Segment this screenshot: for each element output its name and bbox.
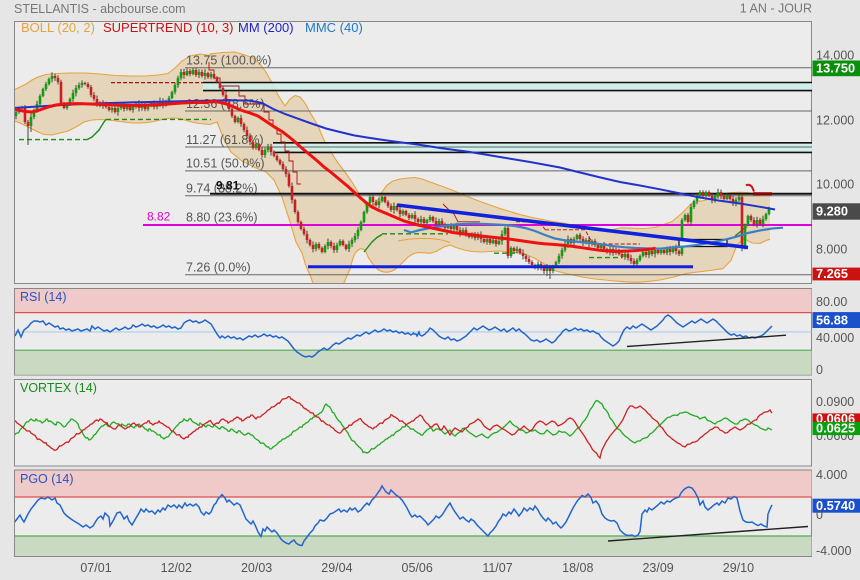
svg-text:18/08: 18/08 <box>562 561 593 575</box>
svg-text:4.000: 4.000 <box>816 468 847 482</box>
svg-text:13.75 (100.0%): 13.75 (100.0%) <box>186 54 271 68</box>
svg-text:-4.000: -4.000 <box>816 544 851 558</box>
svg-text:20/03: 20/03 <box>241 561 272 575</box>
svg-text:VORTEX (14): VORTEX (14) <box>20 381 97 395</box>
svg-text:80.00: 80.00 <box>816 295 847 309</box>
svg-text:29/10: 29/10 <box>723 561 754 575</box>
svg-text:0: 0 <box>816 508 823 522</box>
svg-text:RSI (14): RSI (14) <box>20 290 67 304</box>
svg-text:9.74 (38.2%): 9.74 (38.2%) <box>186 182 258 196</box>
svg-text:9.81: 9.81 <box>216 179 240 193</box>
svg-text:11/07: 11/07 <box>482 561 512 575</box>
svg-text:23/09: 23/09 <box>642 561 673 575</box>
svg-text:BOLL (20, 2): BOLL (20, 2) <box>21 20 95 35</box>
svg-text:10.51 (50.0%): 10.51 (50.0%) <box>186 157 265 171</box>
svg-text:10.000: 10.000 <box>816 178 854 192</box>
svg-text:29/04: 29/04 <box>321 561 352 575</box>
svg-text:0: 0 <box>816 363 823 377</box>
svg-text:9.280: 9.280 <box>816 204 848 219</box>
svg-text:0.0900: 0.0900 <box>816 395 854 409</box>
svg-text:8.82: 8.82 <box>147 210 171 224</box>
svg-text:12.000: 12.000 <box>816 114 854 128</box>
svg-text:1 AN - JOUR: 1 AN - JOUR <box>740 2 812 16</box>
svg-text:7.265: 7.265 <box>816 266 848 281</box>
svg-text:PGO (14): PGO (14) <box>20 472 74 486</box>
svg-text:MMC (40): MMC (40) <box>305 20 363 35</box>
svg-text:40.000: 40.000 <box>816 331 854 345</box>
svg-text:05/06: 05/06 <box>402 561 433 575</box>
svg-text:13.750: 13.750 <box>816 61 855 76</box>
svg-text:STELLANTIS - abcbourse.com: STELLANTIS - abcbourse.com <box>14 2 186 16</box>
svg-text:14.000: 14.000 <box>816 49 854 63</box>
svg-text:8.000: 8.000 <box>816 243 847 257</box>
svg-text:12/02: 12/02 <box>161 561 192 575</box>
svg-text:56.88: 56.88 <box>816 313 848 328</box>
svg-text:07/01: 07/01 <box>80 561 111 575</box>
svg-text:0.0625: 0.0625 <box>816 421 855 436</box>
svg-text:0.5740: 0.5740 <box>816 498 855 513</box>
svg-text:7.26 (0.0%): 7.26 (0.0%) <box>186 261 251 275</box>
svg-text:8.80 (23.6%): 8.80 (23.6%) <box>186 211 258 225</box>
svg-text:MM (200): MM (200) <box>238 20 294 35</box>
svg-text:11.27 (61.8%): 11.27 (61.8%) <box>186 133 264 147</box>
svg-text:SUPERTREND (10, 3): SUPERTREND (10, 3) <box>103 20 234 35</box>
